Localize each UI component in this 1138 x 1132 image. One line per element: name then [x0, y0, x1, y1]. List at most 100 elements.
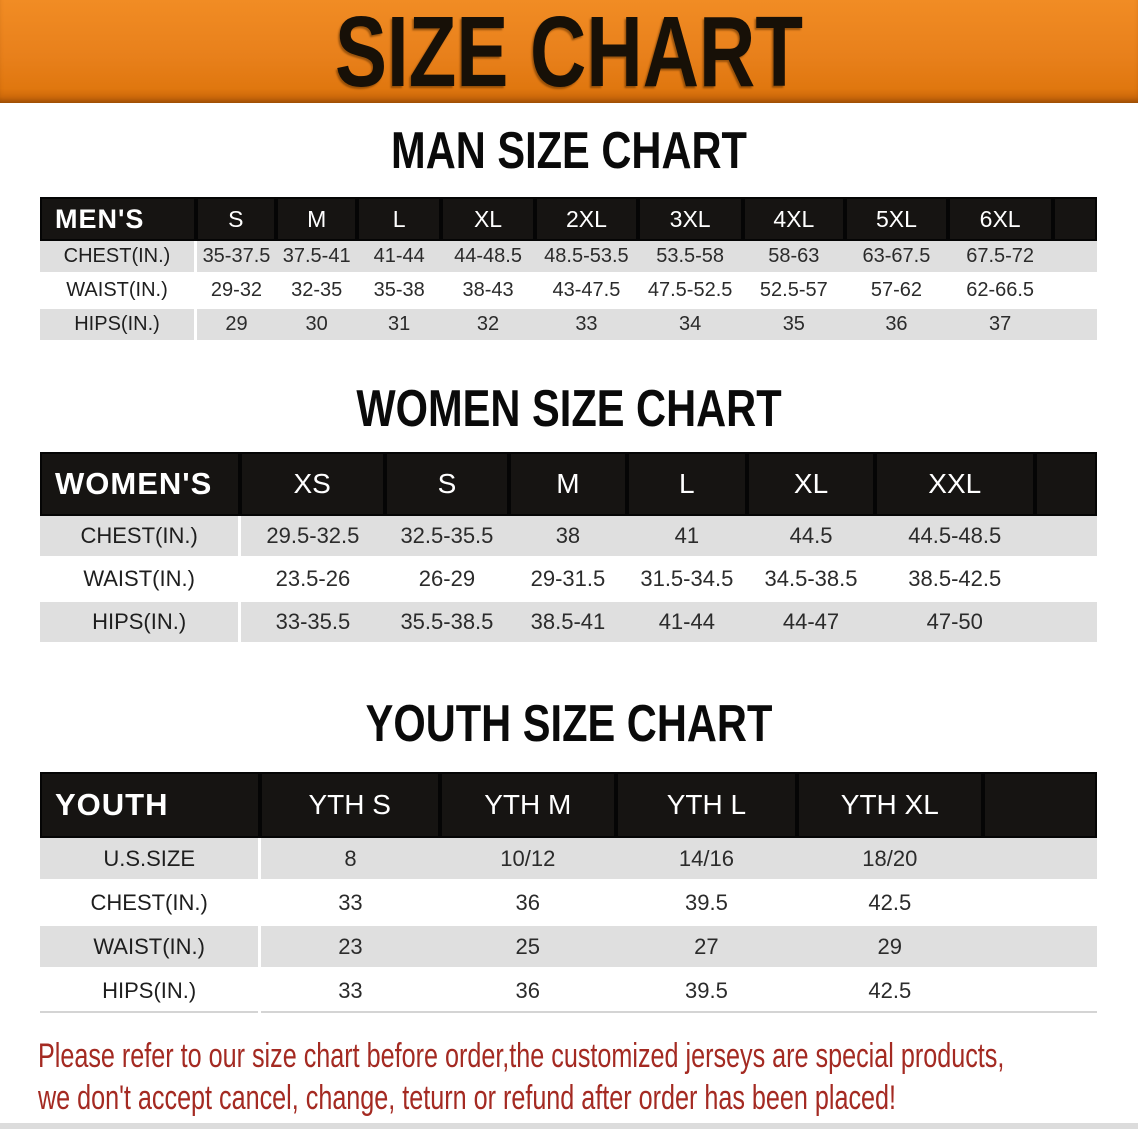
disclaimer-line-1: Please refer to our size chart before or… — [38, 1037, 1005, 1075]
youth-value-cell: 18/20 — [796, 838, 983, 882]
women-row-label: HIPS(IN.) — [40, 600, 242, 645]
women-value-cell: 38.5-41 — [509, 600, 627, 645]
women-value-cell: 41-44 — [626, 600, 748, 645]
women-column-header: XL — [747, 452, 875, 516]
bottom-divider — [0, 1123, 1138, 1129]
men-value-cell: 33 — [535, 307, 638, 343]
men-value-cell: 29-32 — [195, 273, 276, 309]
women-row-filler — [1034, 516, 1097, 559]
youth-value-cell: 23 — [259, 924, 440, 970]
women-row-label: WAIST(IN.) — [40, 557, 242, 602]
men-value-cell: 29 — [195, 307, 276, 343]
youth-table-row: HIPS(IN.) 33 36 39.5 42.5 — [40, 968, 1097, 1013]
women-corner-label: WOMEN'S — [40, 452, 240, 516]
men-table-row: HIPS(IN.) 29 30 31 32 33 34 35 36 37 — [40, 307, 1097, 343]
men-value-cell: 32-35 — [275, 273, 358, 309]
women-column-header: L — [626, 452, 748, 516]
youth-size-table: YOUTH YTH S YTH M YTH L YTH XL U.S.SIZE 8 10/12… — [40, 772, 1097, 1013]
men-header-row: MEN'S S M L XL 2XL 3XL 4XL 5XL 6XL — [40, 197, 1097, 241]
men-row-filler — [1052, 241, 1097, 275]
youth-value-cell: 39.5 — [616, 880, 797, 926]
men-column-header: L — [357, 197, 441, 241]
youth-header-filler — [982, 772, 1097, 838]
youth-value-cell: 25 — [439, 924, 617, 970]
women-row-label: CHEST(IN.) — [40, 516, 242, 559]
section-youth: YOUTH SIZE CHART YOUTH YTH S YTH M YTH L YTH… — [0, 698, 1138, 1013]
youth-value-cell: 33 — [259, 880, 440, 926]
youth-row-filler — [982, 924, 1097, 970]
women-size-table: WOMEN'S XS S M L XL XXL CHEST(IN.) 29.5-32.5 32.5… — [40, 452, 1097, 645]
men-value-cell: 35-38 — [357, 273, 441, 309]
men-value-cell: 37 — [947, 307, 1053, 343]
women-value-cell: 26-29 — [384, 557, 510, 602]
women-value-cell: 31.5-34.5 — [626, 557, 748, 602]
youth-value-cell: 42.5 — [796, 968, 983, 1013]
women-value-cell: 29-31.5 — [509, 557, 627, 602]
men-header-filler — [1052, 197, 1097, 241]
youth-value-cell: 14/16 — [616, 838, 797, 882]
men-column-header: 2XL — [535, 197, 638, 241]
youth-header-row: YOUTH YTH S YTH M YTH L YTH XL — [40, 772, 1097, 838]
men-row-filler — [1052, 273, 1097, 309]
men-value-cell: 52.5-57 — [742, 273, 846, 309]
youth-row-filler — [982, 880, 1097, 926]
men-value-cell: 47.5-52.5 — [637, 273, 743, 309]
women-column-header: XS — [239, 452, 385, 516]
banner: SIZE CHART — [0, 0, 1138, 103]
women-value-cell: 38 — [509, 516, 627, 559]
men-column-header: XL — [440, 197, 536, 241]
men-value-cell: 35-37.5 — [195, 241, 276, 275]
women-section-heading: WOMEN SIZE CHART — [356, 380, 782, 438]
men-value-cell: 31 — [357, 307, 441, 343]
men-value-cell: 43-47.5 — [535, 273, 638, 309]
youth-value-cell: 8 — [259, 838, 440, 882]
youth-corner-label: YOUTH — [40, 772, 260, 838]
women-value-cell: 34.5-38.5 — [747, 557, 875, 602]
women-header-filler — [1034, 452, 1097, 516]
women-value-cell: 38.5-42.5 — [874, 557, 1035, 602]
youth-section-heading: YOUTH SIZE CHART — [365, 695, 773, 753]
youth-value-cell: 27 — [616, 924, 797, 970]
youth-table-row: WAIST(IN.) 23 25 27 29 — [40, 924, 1097, 970]
men-value-cell: 38-43 — [440, 273, 536, 309]
youth-row-label: CHEST(IN.) — [40, 880, 262, 926]
women-row-filler — [1034, 600, 1097, 645]
youth-value-cell: 10/12 — [439, 838, 617, 882]
men-size-table: MEN'S S M L XL 2XL 3XL 4XL 5XL 6XL CHEST(IN.) 35-37… — [40, 197, 1097, 343]
men-value-cell: 36 — [845, 307, 948, 343]
youth-column-header: YTH S — [259, 772, 440, 838]
section-women: WOMEN SIZE CHART WOMEN'S XS S M L XL XXL CHEST(… — [0, 383, 1138, 645]
women-column-header: M — [509, 452, 627, 516]
men-value-cell: 32 — [440, 307, 536, 343]
men-value-cell: 30 — [275, 307, 358, 343]
men-value-cell: 53.5-58 — [637, 241, 743, 275]
men-value-cell: 67.5-72 — [947, 241, 1053, 275]
youth-row-filler — [982, 838, 1097, 882]
women-value-cell: 32.5-35.5 — [384, 516, 510, 559]
women-value-cell: 29.5-32.5 — [239, 516, 385, 559]
men-column-header: M — [275, 197, 358, 241]
men-row-label: WAIST(IN.) — [40, 273, 198, 309]
men-column-header: 6XL — [947, 197, 1053, 241]
youth-row-filler — [982, 968, 1097, 1013]
women-value-cell: 44-47 — [747, 600, 875, 645]
men-value-cell: 48.5-53.5 — [535, 241, 638, 275]
youth-column-header: YTH M — [439, 772, 617, 838]
men-table-row: WAIST(IN.) 29-32 32-35 35-38 38-43 43-47.5 47.… — [40, 273, 1097, 309]
section-men: MAN SIZE CHART MEN'S S M L XL 2XL 3XL 4XL 5XL 6XL… — [0, 125, 1138, 343]
men-corner-label: MEN'S — [40, 197, 196, 241]
women-table-row: CHEST(IN.) 29.5-32.5 32.5-35.5 38 41 44.5 44.5… — [40, 516, 1097, 559]
youth-table-row: U.S.SIZE 8 10/12 14/16 18/20 — [40, 838, 1097, 882]
youth-table-row: CHEST(IN.) 33 36 39.5 42.5 — [40, 880, 1097, 926]
men-table-row: CHEST(IN.) 35-37.5 37.5-41 41-44 44-48.5 48.5… — [40, 241, 1097, 275]
men-value-cell: 63-67.5 — [845, 241, 948, 275]
women-column-header: XXL — [874, 452, 1035, 516]
men-row-filler — [1052, 307, 1097, 343]
youth-row-label: WAIST(IN.) — [40, 924, 262, 970]
women-value-cell: 35.5-38.5 — [384, 600, 510, 645]
youth-row-label: HIPS(IN.) — [40, 968, 262, 1013]
youth-value-cell: 42.5 — [796, 880, 983, 926]
women-value-cell: 23.5-26 — [239, 557, 385, 602]
men-value-cell: 58-63 — [742, 241, 846, 275]
